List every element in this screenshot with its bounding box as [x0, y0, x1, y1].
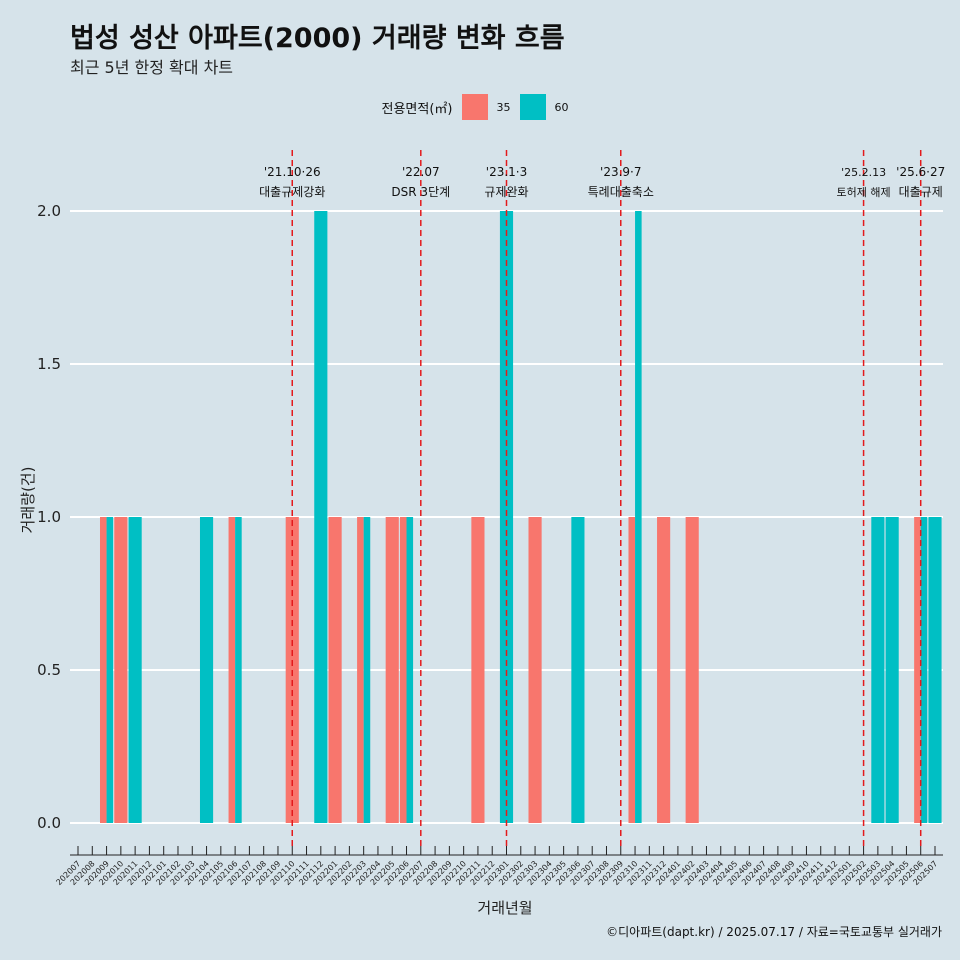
bar-35-202310 [628, 517, 636, 823]
event-label: 토허제 해제 [837, 185, 891, 199]
event-date: '25.6·27 [896, 165, 945, 179]
bar-60-202206 [406, 517, 414, 823]
bar-35-202303 [528, 517, 542, 823]
bar-60-202301 [499, 211, 514, 823]
bar-60-202106 [235, 517, 242, 823]
event-date: '25.2.13 [841, 166, 886, 179]
event-date: '23.1·3 [486, 165, 527, 179]
legend-title: 전용면적(㎡) [381, 101, 453, 117]
bar-35-202205 [385, 517, 399, 823]
event-date: '22.07 [402, 165, 440, 179]
bar-35-202402 [685, 517, 699, 823]
event-label: 대출규제강화 [259, 185, 325, 199]
chart-title: 법성 성산 아파트(2000) 거래량 변화 흐름 [70, 23, 565, 54]
chart-subtitle: 최근 5년 한정 확대 차트 [70, 58, 234, 77]
bar-60-202503 [871, 517, 885, 823]
event-date: '21.10·26 [264, 165, 321, 179]
bar-60-202009 [106, 517, 114, 823]
bar-60-202112 [314, 211, 328, 823]
event-label: 특례대출축소 [588, 185, 654, 199]
event-label: DSR 3단계 [391, 185, 450, 199]
bar-60-202306 [571, 517, 585, 823]
bar-60-202507 [928, 517, 942, 823]
y-tick-label: 1.0 [37, 508, 61, 526]
event-label: 대출규제 [899, 185, 943, 199]
bar-60-202203 [363, 517, 371, 823]
event-date: '23.9·7 [600, 165, 641, 179]
legend-key-35 [462, 94, 489, 120]
bar-35-202201 [328, 517, 342, 823]
bar-60-202506 [920, 517, 928, 823]
y-tick-label: 0.5 [37, 661, 61, 679]
y-tick-label: 1.5 [37, 355, 61, 373]
legend-label-35: 35 [496, 100, 511, 114]
legend-key-60 [520, 94, 547, 120]
y-tick-label: 0.0 [37, 814, 61, 832]
legend: 전용면적(㎡) 35 60 [0, 92, 960, 122]
bar-60-202310 [635, 211, 642, 823]
x-axis-title: 거래년월 [477, 899, 532, 917]
bar-35-202211 [471, 517, 485, 823]
bar-60-202104 [199, 517, 214, 823]
legend-label-60: 60 [554, 100, 569, 114]
bar-60-202504 [885, 517, 899, 823]
bar-35-202106 [228, 517, 236, 823]
bar-35-202206 [399, 517, 407, 823]
bar-60-202011 [128, 517, 142, 823]
bar-35-202203 [357, 517, 364, 823]
bar-35-202009 [99, 517, 107, 823]
bar-35-202312 [657, 517, 671, 823]
source-caption: ©디아파트(dapt.kr) / 2025.07.17 / 자료=국토교통부 실… [606, 925, 942, 939]
y-axis-title: 거래량(건) [19, 467, 37, 534]
bar-35-202506 [914, 517, 921, 823]
bar-35-202010 [114, 517, 128, 823]
y-tick-label: 2.0 [37, 202, 61, 220]
event-label: 규제완화 [484, 185, 528, 199]
